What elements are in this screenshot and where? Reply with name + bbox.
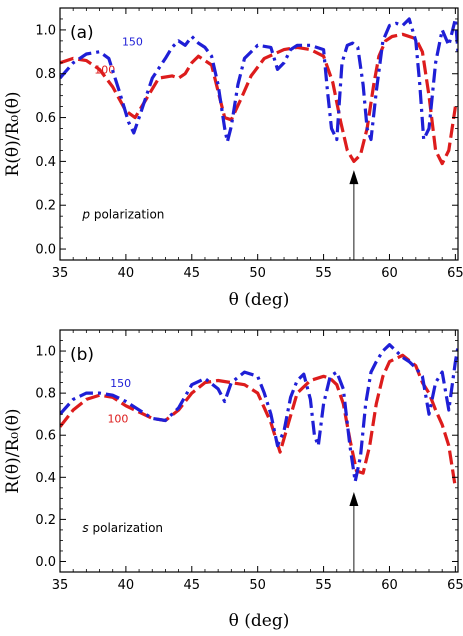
plot-frame (59, 329, 459, 573)
polarization-annotation: s polarization (82, 521, 163, 535)
x-axis-title: θ (deg) (229, 611, 290, 631)
x-tick-label: 60 (381, 578, 398, 593)
y-tick-label: 0.2 (35, 199, 56, 214)
polarization-text: polarization (94, 207, 165, 221)
series-line-150 (60, 17, 458, 144)
x-tick-label: 45 (184, 266, 201, 281)
series-label-100: 100 (107, 413, 128, 426)
y-tick-label: 0.4 (35, 471, 56, 486)
polarization-symbol: p (81, 207, 90, 221)
y-axis-title: R(θ)/R₀(θ) (3, 408, 23, 493)
series-label-150: 150 (110, 377, 131, 390)
polarization-symbol: s (82, 521, 88, 535)
polarization-annotation: p polarization (81, 207, 164, 221)
x-tick-label: 65 (447, 578, 463, 593)
y-tick-label: 1.0 (35, 345, 56, 360)
y-tick-label: 0.0 (35, 555, 56, 570)
x-tick-label: 45 (184, 578, 201, 593)
y-axis-title: R(θ)/R₀(θ) (3, 91, 23, 176)
y-tick-label: 0.6 (35, 111, 56, 126)
arrow-head-icon (349, 170, 359, 185)
x-tick-label: 40 (118, 266, 135, 281)
x-tick-label: 60 (381, 266, 398, 281)
x-tick-label: 50 (249, 578, 266, 593)
x-tick-label: 55 (315, 578, 332, 593)
y-tick-label: 0.8 (35, 387, 56, 402)
polarization-text: polarization (92, 521, 163, 535)
y-tick-label: 1.0 (35, 23, 56, 38)
series-label-100: 100 (94, 64, 115, 77)
y-tick-label: 0.4 (35, 155, 56, 170)
y-tick-label: 0.0 (35, 243, 56, 258)
series-line-100 (60, 32, 457, 166)
x-axis-title: θ (deg) (229, 290, 290, 310)
y-tick-label: 0.6 (35, 429, 56, 444)
y-tick-label: 0.2 (35, 513, 56, 528)
x-tick-label: 40 (118, 578, 135, 593)
panel-label: (b) (70, 345, 94, 365)
x-tick-label: 35 (52, 266, 69, 281)
plot-frame (59, 7, 459, 261)
x-tick-label: 35 (52, 578, 69, 593)
panel-a: 100 150 35 40 45 50 55 60 65 0.0 0.2 0.4 0.6 0.8 1.0 (a… (3, 7, 463, 310)
series-line-150 (60, 343, 458, 484)
arrow-head-icon (349, 492, 359, 507)
y-tick-label: 0.8 (35, 67, 56, 82)
panel-b: 100 150 35 40 45 50 55 60 65 0.0 0.2 0.4 0.6 0.8 1.0 (b… (3, 329, 463, 631)
x-tick-label: 50 (249, 266, 266, 281)
x-tick-label: 65 (447, 266, 463, 281)
panel-label: (a) (70, 23, 94, 43)
series-label-150: 150 (122, 35, 143, 48)
x-tick-label: 55 (315, 266, 332, 281)
